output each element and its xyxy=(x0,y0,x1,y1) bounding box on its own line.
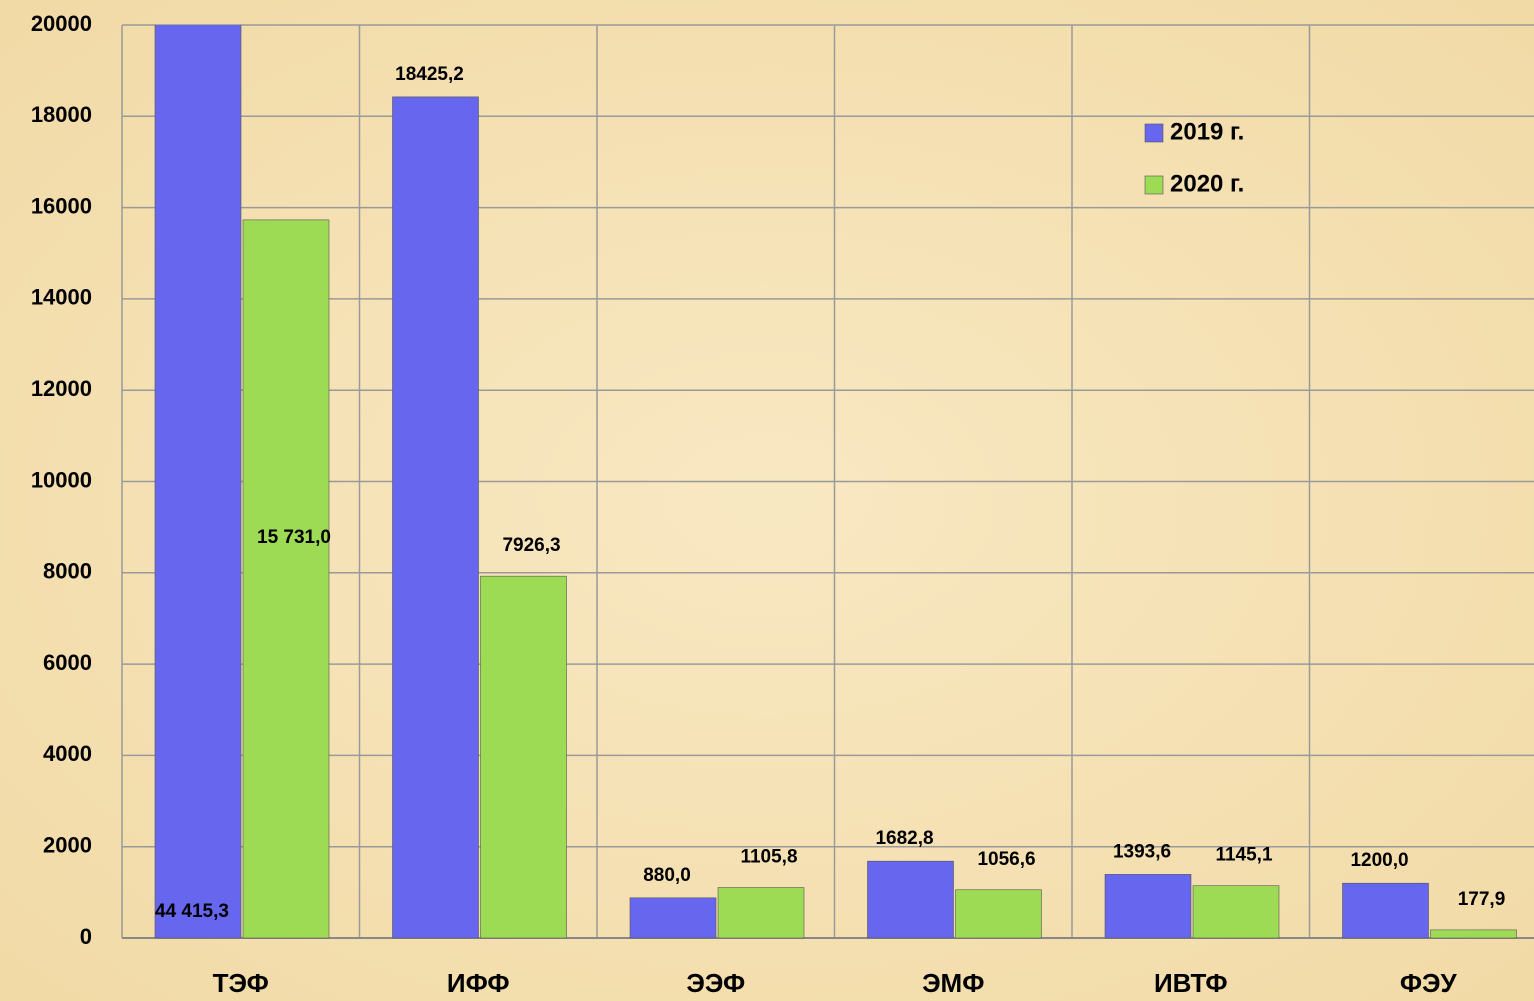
legend-label: 2019 г. xyxy=(1170,118,1244,145)
bar xyxy=(629,897,717,939)
value-label: 1682,8 xyxy=(875,828,933,849)
bar xyxy=(480,575,567,939)
y-tick-label: 10000 xyxy=(31,467,92,492)
value-label: 1145,1 xyxy=(1215,845,1272,866)
y-tick-label: 12000 xyxy=(31,376,92,401)
y-tick-label: 18000 xyxy=(31,102,92,127)
bar xyxy=(242,219,330,939)
x-tick-label: ЭМФ xyxy=(922,968,984,998)
bar xyxy=(1430,929,1517,939)
y-tick-label: 2000 xyxy=(43,833,92,858)
value-label: 880,0 xyxy=(643,865,691,886)
value-label: 44 415,3 xyxy=(155,901,229,922)
y-tick-label: 0 xyxy=(80,924,92,949)
y-tick-label: 14000 xyxy=(31,285,92,310)
legend-swatch xyxy=(1144,175,1164,195)
value-label: 1200,0 xyxy=(1350,850,1408,871)
bar xyxy=(1342,882,1429,939)
value-label: 1393,6 xyxy=(1113,841,1171,862)
bar xyxy=(717,887,805,939)
bar xyxy=(1192,885,1280,939)
y-tick-label: 16000 xyxy=(31,193,92,218)
value-label: 1056,6 xyxy=(977,849,1035,870)
bar xyxy=(1104,874,1192,939)
legend-label: 2020 г. xyxy=(1170,170,1244,197)
y-tick-label: 8000 xyxy=(43,559,92,584)
value-label: 7926,3 xyxy=(502,535,560,556)
legend-swatch xyxy=(1144,123,1164,143)
x-tick-label: ЭЭФ xyxy=(686,968,745,998)
value-label: 15 731,0 xyxy=(257,527,331,548)
value-label: 1105,8 xyxy=(740,847,797,868)
x-tick-label: ИФФ xyxy=(447,968,510,998)
bar xyxy=(955,889,1042,939)
bar xyxy=(154,25,242,939)
y-tick-label: 6000 xyxy=(43,650,92,675)
y-tick-label: 4000 xyxy=(43,741,92,766)
x-tick-label: ИВТФ xyxy=(1154,968,1228,998)
x-tick-label: ФЭУ xyxy=(1400,968,1458,998)
x-tick-label: ТЭФ xyxy=(213,968,269,998)
value-label: 177,9 xyxy=(1458,889,1506,910)
y-tick-label: 20000 xyxy=(31,11,92,36)
bar xyxy=(867,860,954,939)
value-label: 18425,2 xyxy=(395,64,464,85)
plot-area xyxy=(154,25,1517,939)
bar xyxy=(392,96,479,939)
